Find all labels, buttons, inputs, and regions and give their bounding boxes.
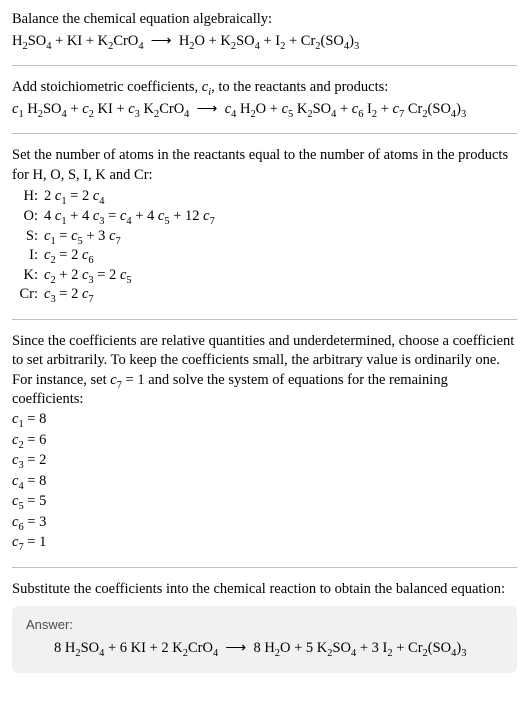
atom-label: H: [12, 187, 44, 207]
coefficient-list: c1 = 8c2 = 6c3 = 2c4 = 8c5 = 5c6 = 3c7 =… [12, 410, 517, 553]
answer-label: Answer: [26, 616, 503, 634]
stoich-section: Add stoichiometric coefficients, ci, to … [12, 78, 517, 119]
substitute-text: Substitute the coefficients into the che… [12, 580, 517, 600]
atom-row: I:c2 = 2 c6 [12, 246, 219, 266]
atom-label: I: [12, 246, 44, 266]
divider-3 [12, 319, 517, 320]
coefficient-line: c7 = 1 [12, 533, 517, 553]
atom-label: O: [12, 207, 44, 227]
divider-4 [12, 567, 517, 568]
coefficient-line: c5 = 5 [12, 492, 517, 512]
atom-row: H:2 c1 = 2 c4 [12, 187, 219, 207]
atom-row: S:c1 = c5 + 3 c7 [12, 227, 219, 247]
atom-equation: 2 c1 = 2 c4 [44, 187, 219, 207]
stoich-text: Add stoichiometric coefficients, ci, to … [12, 78, 517, 98]
atom-equation: c2 + 2 c3 = 2 c5 [44, 266, 219, 286]
atom-label: Cr: [12, 285, 44, 305]
atom-equation: c3 = 2 c7 [44, 285, 219, 305]
coefficient-line: c2 = 6 [12, 431, 517, 451]
underdetermined-section: Since the coefficients are relative quan… [12, 332, 517, 553]
atom-row: O:4 c1 + 4 c3 = c4 + 4 c5 + 12 c7 [12, 207, 219, 227]
divider-1 [12, 65, 517, 66]
coefficient-line: c3 = 2 [12, 451, 517, 471]
divider-2 [12, 133, 517, 134]
atoms-intro: Set the number of atoms in the reactants… [12, 146, 517, 185]
stoich-equation: c1 H2SO4 + c2 KI + c3 K2CrO4 ⟶ c4 H2O + … [12, 100, 517, 120]
atoms-table: H:2 c1 = 2 c4O:4 c1 + 4 c3 = c4 + 4 c5 +… [12, 187, 219, 304]
answer-box: Answer: 8 H2SO4 + 6 KI + 2 K2CrO4 ⟶ 8 H2… [12, 606, 517, 673]
coefficient-line: c6 = 3 [12, 513, 517, 533]
atom-equation: c1 = c5 + 3 c7 [44, 227, 219, 247]
atoms-section: Set the number of atoms in the reactants… [12, 146, 517, 305]
intro-equation: H2SO4 + KI + K2CrO4 ⟶ H2O + K2SO4 + I2 +… [12, 32, 517, 52]
atom-label: S: [12, 227, 44, 247]
substitute-section: Substitute the coefficients into the che… [12, 580, 517, 673]
underdetermined-text: Since the coefficients are relative quan… [12, 332, 517, 410]
intro-section: Balance the chemical equation algebraica… [12, 10, 517, 51]
coefficient-line: c4 = 8 [12, 472, 517, 492]
answer-equation: 8 H2SO4 + 6 KI + 2 K2CrO4 ⟶ 8 H2O + 5 K2… [26, 639, 503, 659]
atom-row: K:c2 + 2 c3 = 2 c5 [12, 266, 219, 286]
coefficient-line: c1 = 8 [12, 410, 517, 430]
atom-equation: 4 c1 + 4 c3 = c4 + 4 c5 + 12 c7 [44, 207, 219, 227]
atom-equation: c2 = 2 c6 [44, 246, 219, 266]
atom-row: Cr:c3 = 2 c7 [12, 285, 219, 305]
intro-text: Balance the chemical equation algebraica… [12, 10, 517, 30]
atom-label: K: [12, 266, 44, 286]
